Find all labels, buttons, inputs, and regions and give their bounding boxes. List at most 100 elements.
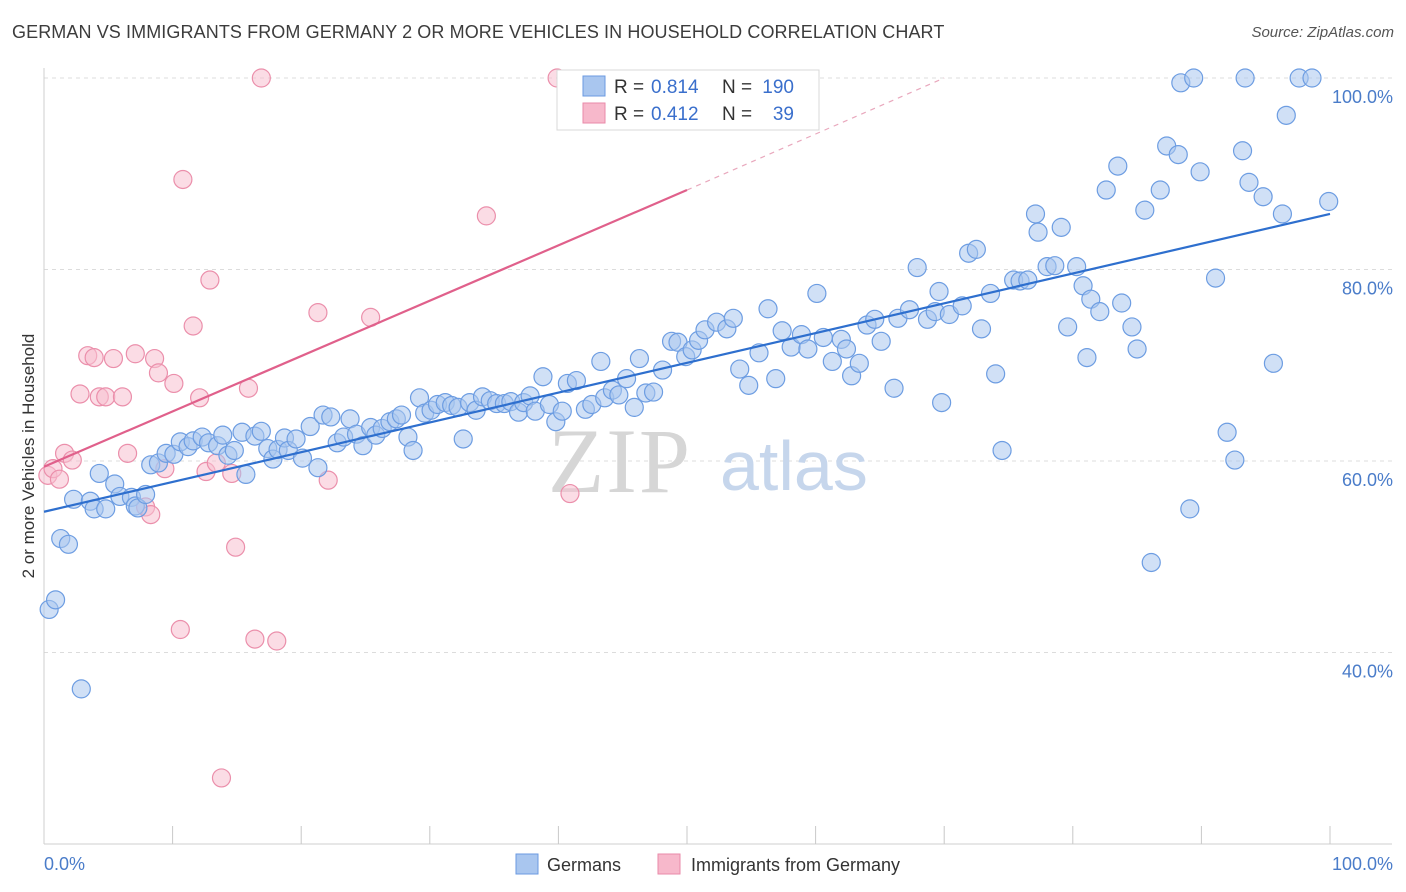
immigrant-point xyxy=(84,347,104,368)
german-point xyxy=(1225,450,1245,470)
german-point xyxy=(1112,293,1132,313)
german-point xyxy=(213,425,233,445)
german-point xyxy=(1263,353,1284,373)
chart-title: GERMAN VS IMMIGRANTS FROM GERMANY 2 OR M… xyxy=(12,22,945,42)
german-point xyxy=(643,382,664,402)
german-point xyxy=(1180,499,1200,519)
immigrant-point xyxy=(226,537,246,557)
german-point xyxy=(591,351,611,372)
german-point xyxy=(45,590,66,610)
watermark-atlas: atlas xyxy=(720,427,868,505)
german-point xyxy=(403,440,423,461)
german-point xyxy=(89,463,109,484)
bottom-legend: Germans Immigrants from Germany xyxy=(515,853,900,875)
immigrant-point xyxy=(211,768,232,788)
immigrant-point xyxy=(148,363,169,383)
german-point xyxy=(236,464,256,485)
german-point xyxy=(952,296,972,316)
german-point xyxy=(966,239,986,259)
german-point xyxy=(1253,187,1273,207)
german-point xyxy=(971,319,992,339)
bottom-legend-swatch-immigrants[interactable] xyxy=(657,853,681,875)
german-point xyxy=(836,339,857,359)
german-point xyxy=(807,283,827,304)
german-point xyxy=(1108,156,1128,176)
german-point xyxy=(300,416,320,437)
german-point xyxy=(353,436,373,456)
german-point xyxy=(58,534,79,554)
bottom-legend-label-germans[interactable]: Germans xyxy=(547,855,621,875)
german-point xyxy=(224,440,244,461)
german-point xyxy=(1232,141,1253,161)
immigrant-point xyxy=(117,443,138,463)
axes xyxy=(43,68,1392,845)
germans-trend-line xyxy=(43,212,1331,513)
immigrant-point xyxy=(267,631,287,651)
bottom-legend-label-immigrants[interactable]: Immigrants from Germany xyxy=(691,855,900,875)
german-point xyxy=(552,401,572,421)
german-point xyxy=(766,369,786,389)
immigrant-point xyxy=(251,68,271,88)
german-point xyxy=(1150,180,1170,200)
german-point xyxy=(1077,347,1097,368)
y-axis-title: 2 or more Vehicles in Household xyxy=(19,334,38,579)
german-point xyxy=(1235,68,1255,88)
german-point xyxy=(1135,200,1155,220)
y-tick-label: 100.0% xyxy=(1332,87,1393,107)
german-point xyxy=(609,385,629,405)
german-point xyxy=(1302,68,1322,88)
immigrant-point xyxy=(183,316,203,336)
german-point xyxy=(871,331,891,351)
german-point xyxy=(1090,302,1110,322)
german-point xyxy=(1096,180,1116,200)
stats-legend-r-label-germans: R = xyxy=(614,77,644,98)
immigrant-point xyxy=(103,348,124,369)
bottom-legend-swatch-germans[interactable] xyxy=(515,853,539,875)
immigrant-point xyxy=(49,469,70,489)
immigrants-trend-line xyxy=(43,189,688,468)
german-point xyxy=(629,348,650,369)
stats-legend-n-value-immigrants: 39 xyxy=(773,104,794,125)
german-point xyxy=(308,458,328,478)
german-point xyxy=(96,499,116,519)
stats-legend-n-label-germans: N = xyxy=(722,77,752,98)
immigrant-point xyxy=(125,344,145,364)
german-point xyxy=(1168,145,1188,165)
stats-legend-r-value-immigrants: 0.412 xyxy=(651,104,699,125)
immigrant-point xyxy=(476,206,496,226)
german-point xyxy=(1319,191,1339,212)
german-point xyxy=(849,353,869,373)
german-point xyxy=(1190,162,1210,182)
german-point xyxy=(884,378,904,398)
immigrant-point xyxy=(200,270,220,290)
german-point xyxy=(286,429,306,449)
y-tick-label: 60.0% xyxy=(1342,470,1393,490)
german-point xyxy=(321,407,341,427)
german-point xyxy=(932,392,952,413)
german-point xyxy=(798,339,818,359)
stats-legend-r-label-immigrants: R = xyxy=(614,104,644,125)
x-tick-label-min: 0.0% xyxy=(44,854,85,874)
watermark: ZIP atlas xyxy=(548,410,868,512)
german-point xyxy=(1276,105,1296,125)
german-point xyxy=(1141,552,1161,573)
stats-legend-swatch-germans xyxy=(582,75,606,97)
immigrant-point xyxy=(112,387,133,407)
german-point xyxy=(1045,256,1065,276)
german-point xyxy=(907,257,927,278)
y-tick-label: 40.0% xyxy=(1342,662,1393,682)
y-tick-label: 80.0% xyxy=(1342,279,1393,299)
german-point xyxy=(822,351,842,372)
german-point xyxy=(929,281,949,302)
german-point xyxy=(986,364,1006,384)
german-point xyxy=(1184,68,1204,88)
german-point xyxy=(1205,268,1226,288)
german-point xyxy=(772,321,792,341)
immigrant-point xyxy=(170,619,190,640)
german-point xyxy=(533,367,553,387)
german-point xyxy=(992,440,1012,461)
german-point xyxy=(251,421,271,441)
immigrant-point xyxy=(96,387,116,407)
german-point xyxy=(1122,317,1142,337)
